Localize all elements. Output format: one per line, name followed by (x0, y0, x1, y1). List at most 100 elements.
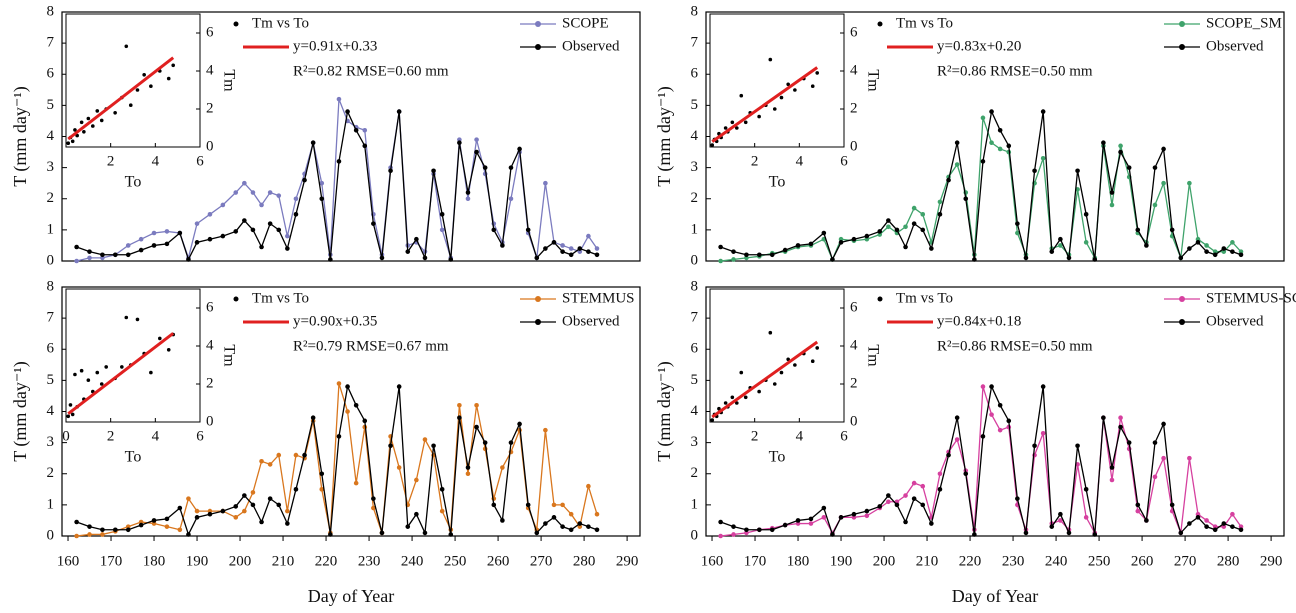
data-point (87, 524, 92, 529)
inset-x-label: To (769, 174, 786, 191)
data-point (1101, 140, 1106, 146)
data-point (1204, 524, 1209, 529)
data-point (1230, 249, 1235, 254)
data-point (310, 415, 316, 421)
data-point (1126, 165, 1132, 170)
data-point (1101, 415, 1106, 421)
data-point (963, 471, 969, 477)
legend-marker (1179, 319, 1185, 325)
legend-marker (1179, 44, 1185, 50)
data-point (586, 233, 591, 239)
scatter-point (91, 124, 95, 128)
data-point (474, 402, 479, 408)
data-point (491, 502, 497, 508)
x-tick-label: 210 (916, 553, 939, 569)
data-point (371, 221, 376, 226)
data-point (164, 241, 170, 247)
scatter-point (717, 406, 721, 411)
scatter-point (99, 118, 104, 123)
inset-y-tick-label: 6 (850, 299, 858, 315)
data-point (586, 483, 591, 489)
series-line (76, 384, 598, 537)
data-point (362, 418, 368, 424)
data-point (1066, 255, 1072, 261)
data-point (87, 255, 92, 261)
data-point (963, 196, 969, 202)
data-point (594, 511, 600, 517)
inset-y-label: Tm (220, 69, 237, 92)
scatter-point (815, 346, 819, 350)
y-tick-label: 2 (691, 465, 699, 481)
y-tick-label: 3 (47, 434, 55, 450)
scatter-point (124, 44, 129, 49)
data-point (491, 227, 497, 233)
data-point (125, 243, 131, 248)
data-point (285, 233, 290, 239)
scatter-point (757, 114, 761, 119)
data-point (838, 515, 844, 520)
data-point (594, 252, 600, 258)
legend-label: Tm vs To (252, 290, 309, 306)
data-point (903, 493, 908, 498)
data-point (371, 505, 376, 511)
x-axis-label: Day of Year (952, 586, 1038, 606)
data-point (405, 524, 411, 529)
data-point (1049, 249, 1055, 254)
data-point (1230, 240, 1235, 245)
data-point (259, 459, 264, 464)
data-point (954, 437, 960, 442)
data-point (1212, 252, 1218, 258)
y-axis-label: T (mm day⁻¹) (10, 86, 31, 187)
data-point (534, 255, 540, 261)
data-point (903, 224, 908, 230)
data-point (731, 257, 736, 262)
scatter-point (772, 382, 777, 386)
data-point (207, 236, 213, 242)
data-point (414, 477, 419, 483)
y-tick-label: 7 (691, 310, 699, 326)
scatter-point (723, 401, 728, 405)
data-point (911, 496, 917, 501)
data-point (586, 524, 591, 529)
data-point (336, 381, 342, 386)
x-tick-label: 250 (1088, 553, 1111, 569)
legend-marker (535, 296, 541, 302)
data-point (267, 190, 273, 195)
scatter-point (142, 73, 146, 77)
y-tick-label: 0 (691, 252, 699, 268)
data-point (903, 244, 908, 250)
data-point (310, 140, 316, 146)
legend-label: Tm vs To (896, 290, 953, 306)
data-point (1135, 502, 1141, 508)
legend-label: SCOPE (562, 15, 609, 31)
y-tick-label: 6 (691, 341, 699, 357)
data-point (980, 434, 986, 439)
x-tick-label: 160 (57, 553, 80, 569)
data-point (821, 505, 827, 511)
data-point (151, 518, 157, 523)
data-point (1040, 384, 1046, 389)
data-point (100, 527, 105, 533)
data-point (1083, 212, 1089, 217)
data-point (1015, 221, 1020, 226)
y-tick-label: 3 (47, 159, 55, 175)
series-line (76, 109, 598, 262)
y-tick-label: 6 (47, 66, 55, 82)
data-point (937, 487, 943, 492)
legend-marker (535, 319, 541, 325)
data-point (954, 140, 960, 146)
data-point (319, 196, 325, 202)
scatter-point (815, 71, 819, 75)
data-point (1109, 202, 1115, 208)
y-tick-label: 8 (691, 3, 699, 19)
data-point (1187, 246, 1192, 251)
data-point (795, 518, 801, 523)
data-point (186, 532, 191, 537)
data-point (1023, 530, 1029, 536)
data-point (1015, 496, 1020, 501)
x-tick-label: 190 (830, 553, 853, 569)
data-point (551, 502, 557, 508)
series-line (720, 109, 1242, 262)
data-point (500, 243, 505, 248)
